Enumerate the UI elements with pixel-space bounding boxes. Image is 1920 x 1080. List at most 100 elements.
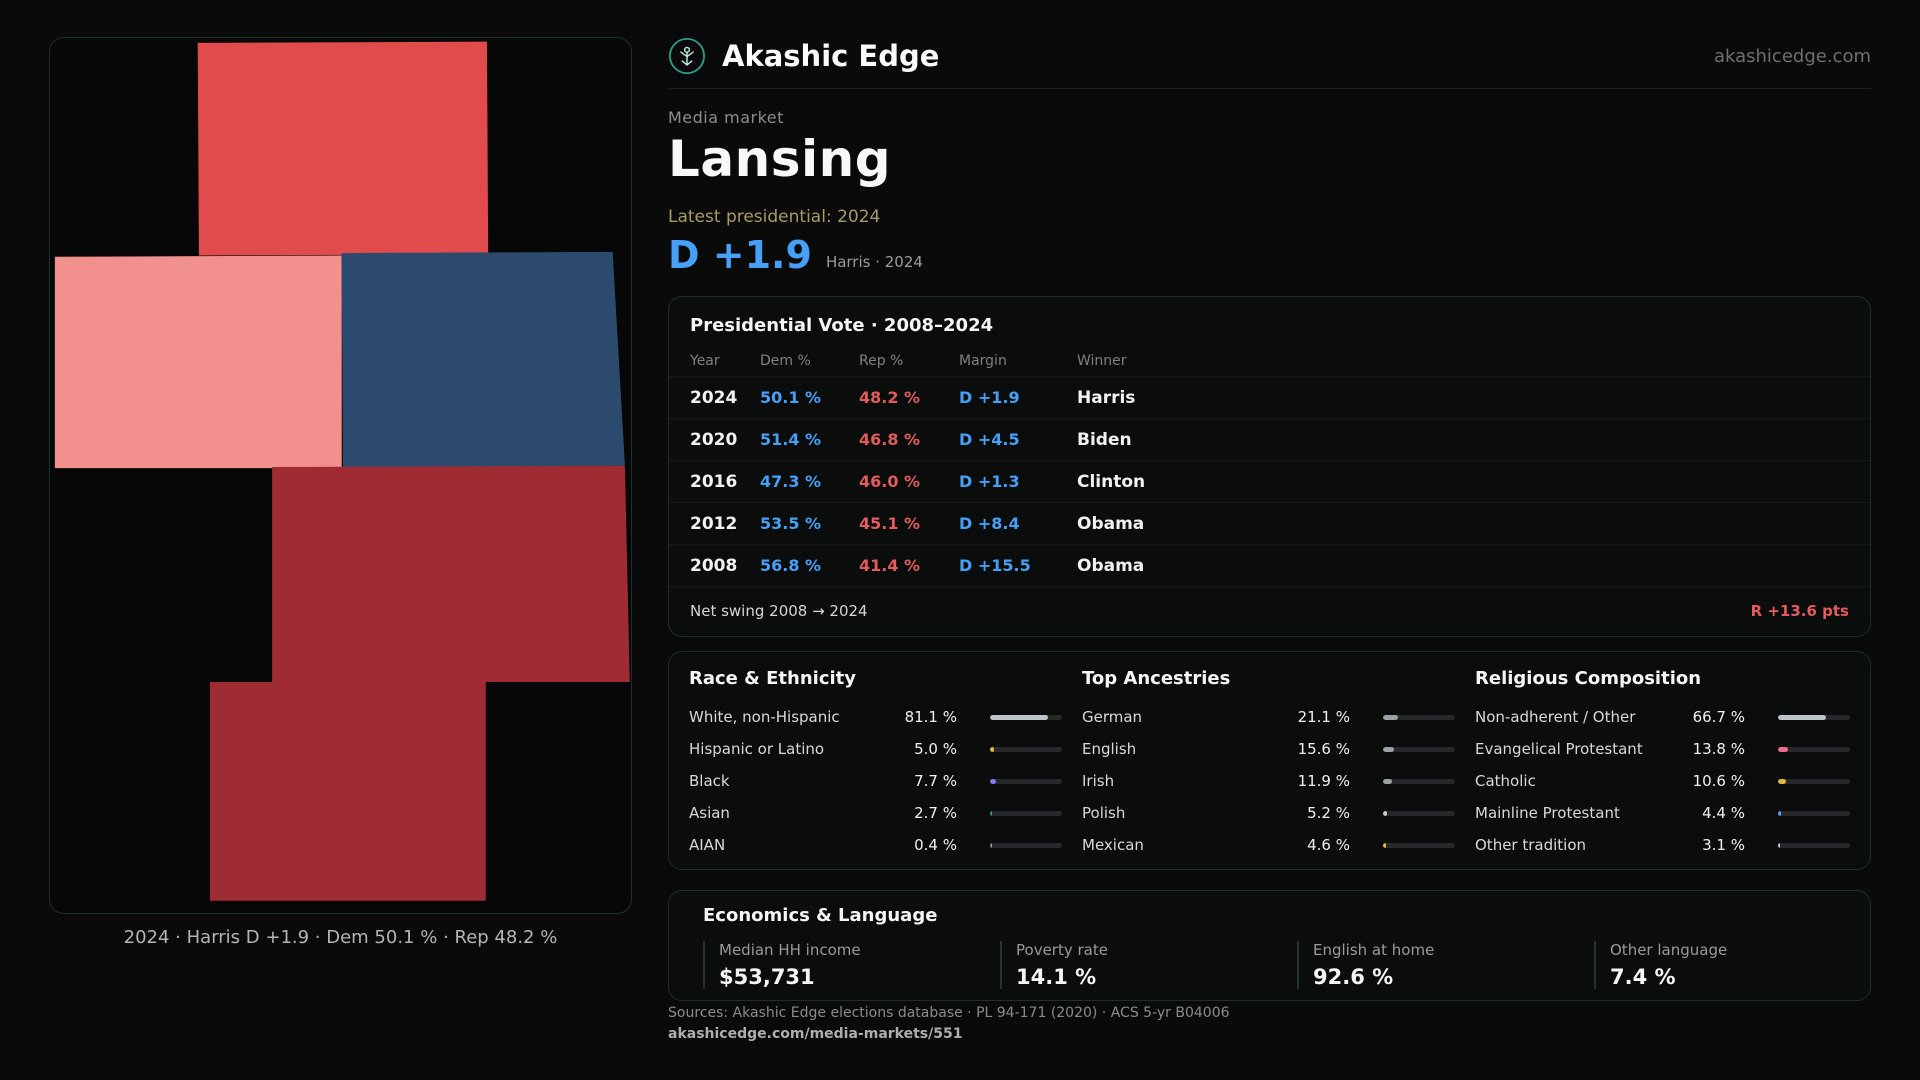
winner-cell: Harris	[1077, 387, 1136, 408]
bar-track	[1778, 778, 1850, 784]
item-value: 4.6 %	[1307, 836, 1350, 854]
list-item: Evangelical Protestant 13.8 %	[1475, 733, 1850, 765]
item-value: 0.4 %	[914, 836, 957, 854]
dem-cell: 50.1 %	[760, 388, 822, 407]
header-divider	[668, 88, 1871, 89]
bar-fill	[990, 746, 994, 752]
bar-track	[990, 746, 1062, 752]
item-label: German	[1082, 708, 1143, 726]
winner-cell: Obama	[1077, 555, 1145, 576]
bar-track	[990, 714, 1062, 720]
stat-label: English at home	[1313, 941, 1435, 959]
list-item: Black 7.7 %	[689, 765, 1062, 797]
map-caption: 2024 · Harris D +1.9 · Dem 50.1 % · Rep …	[123, 927, 558, 948]
map-region-west	[54, 255, 342, 469]
stat-value: 7.4 %	[1610, 965, 1676, 989]
item-value: 10.6 %	[1692, 772, 1745, 790]
bar-fill	[990, 778, 996, 784]
list-item: English 15.6 %	[1082, 733, 1455, 765]
bar-fill	[1383, 714, 1399, 720]
item-label: Catholic	[1475, 772, 1536, 790]
list-item: Mexican 4.6 %	[1082, 829, 1455, 861]
dem-cell: 56.8 %	[760, 556, 822, 575]
table-row: 2024 50.1 % 48.2 % D +1.9 Harris	[669, 376, 1870, 418]
margin-cell: D +4.5	[959, 430, 1020, 449]
year-cell: 2012	[690, 513, 738, 534]
stat-label: Median HH income	[719, 941, 861, 959]
list-item: Catholic 10.6 %	[1475, 765, 1850, 797]
headline-sub: Harris · 2024	[825, 253, 923, 271]
table-header: Year Dem % Rep % Margin Winner	[669, 346, 1870, 376]
item-value: 15.6 %	[1297, 740, 1350, 758]
page-title: Lansing	[668, 130, 891, 188]
rep-cell: 48.2 %	[859, 388, 921, 407]
item-label: Mexican	[1082, 836, 1144, 854]
table-row: 2016 47.3 % 46.0 % D +1.3 Clinton	[669, 460, 1870, 502]
economics-stats: Median HH income $53,731 Poverty rate 14…	[703, 941, 1836, 989]
col-winner: Winner	[1077, 353, 1127, 369]
bar-fill	[1778, 746, 1788, 752]
bar-track	[1383, 810, 1455, 816]
net-swing-value: R +13.6 pts	[1750, 602, 1849, 620]
rep-cell: 45.1 %	[859, 514, 921, 533]
main-content: Akashic Edge akashicedge.com Media marke…	[668, 0, 1871, 1080]
item-label: Irish	[1082, 772, 1115, 790]
col-rep: Rep %	[859, 353, 904, 369]
margin-cell: D +15.5	[959, 556, 1031, 575]
map-panel	[49, 37, 632, 914]
list-item: Other tradition 3.1 %	[1475, 829, 1850, 861]
stat-label: Other language	[1610, 941, 1728, 959]
margin-cell: D +1.3	[959, 472, 1020, 491]
ancestries-title: Top Ancestries	[1082, 668, 1231, 689]
item-label: Mainline Protestant	[1475, 804, 1620, 822]
table-row: 2012 53.5 % 45.1 % D +8.4 Obama	[669, 502, 1870, 544]
economics-card: Economics & Language Median HH income $5…	[668, 890, 1871, 1001]
list-item: Mainline Protestant 4.4 %	[1475, 797, 1850, 829]
bar-fill	[1778, 842, 1781, 848]
bar-fill	[1383, 810, 1387, 816]
item-value: 5.0 %	[914, 740, 957, 758]
page-header: Akashic Edge akashicedge.com	[668, 32, 1871, 80]
religion-title: Religious Composition	[1475, 668, 1702, 689]
county-map	[54, 41, 630, 901]
item-label: Polish	[1082, 804, 1126, 822]
stat-value: 14.1 %	[1016, 965, 1097, 989]
stat-block: Median HH income $53,731	[703, 941, 1000, 989]
brand-name: Akashic Edge	[722, 39, 940, 73]
col-year: Year	[690, 353, 720, 369]
bar-fill	[1778, 714, 1827, 720]
winner-cell: Obama	[1077, 513, 1145, 534]
item-label: Hispanic or Latino	[689, 740, 825, 758]
permalink[interactable]: akashicedge.com/media-markets/551	[668, 1026, 963, 1042]
item-value: 21.1 %	[1297, 708, 1350, 726]
brand-logo-icon	[668, 37, 706, 75]
bar-track	[990, 778, 1062, 784]
list-item: Irish 11.9 %	[1082, 765, 1455, 797]
rep-cell: 46.8 %	[859, 430, 921, 449]
stat-value: $53,731	[719, 965, 815, 989]
dem-cell: 51.4 %	[760, 430, 822, 449]
list-item: Asian 2.7 %	[689, 797, 1062, 829]
economics-title: Economics & Language	[703, 905, 938, 926]
bar-track	[1778, 714, 1850, 720]
rep-cell: 46.0 %	[859, 472, 921, 491]
list-item: Polish 5.2 %	[1082, 797, 1455, 829]
bar-track	[1383, 714, 1455, 720]
col-margin: Margin	[959, 353, 1007, 369]
item-label: Non-adherent / Other	[1475, 708, 1636, 726]
margin-cell: D +8.4	[959, 514, 1020, 533]
dem-cell: 53.5 %	[760, 514, 822, 533]
map-region-north	[197, 41, 489, 256]
item-value: 11.9 %	[1297, 772, 1350, 790]
col-dem: Dem %	[760, 353, 811, 369]
bar-track	[1778, 842, 1850, 848]
map-region-south	[209, 465, 630, 901]
item-value: 66.7 %	[1692, 708, 1745, 726]
headline: D +1.9 Harris · 2024	[668, 233, 923, 277]
bar-track	[990, 810, 1062, 816]
bar-track	[1383, 746, 1455, 752]
site-link[interactable]: akashicedge.com	[1713, 45, 1871, 67]
bar-fill	[990, 810, 992, 816]
market-kicker: Media market	[668, 108, 784, 127]
stat-block: Poverty rate 14.1 %	[1000, 941, 1297, 989]
